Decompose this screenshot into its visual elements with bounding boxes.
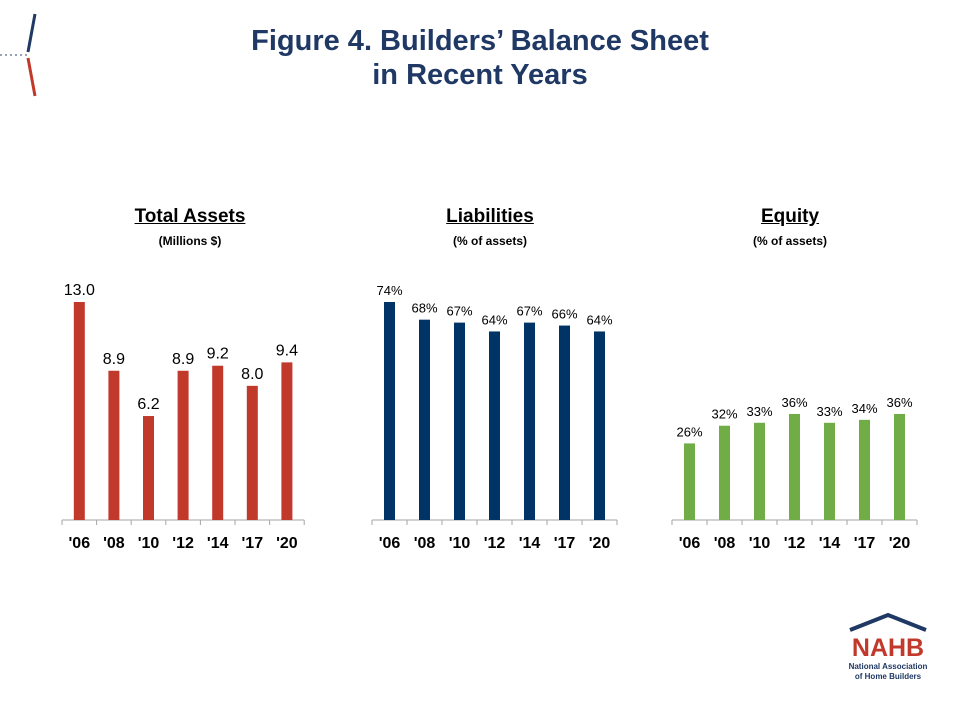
chart-subtitle: (Millions $) [158, 234, 222, 248]
x-tick-label: '08 [714, 535, 736, 552]
bar [894, 413, 905, 520]
bar [789, 413, 800, 520]
bar [73, 302, 85, 520]
data-label: 66% [551, 307, 577, 322]
data-label: 74% [376, 283, 402, 298]
x-tick-label: '17 [854, 535, 876, 552]
nahb-logo: NAHB National Association of Home Builde… [849, 612, 928, 681]
x-tick-label: '12 [172, 535, 194, 552]
data-label: 9.4 [276, 342, 298, 359]
data-label: 34% [851, 401, 877, 416]
equity-chart: Equity (% of assets) 26% '06 32% '08 33% '10 3… [640, 190, 940, 570]
bar [108, 370, 120, 520]
bar [594, 331, 605, 520]
logo-line1: National Association [849, 662, 928, 671]
bar [454, 322, 465, 520]
x-tick-label: '08 [414, 535, 436, 552]
bar [489, 331, 500, 520]
x-tick-label: '20 [589, 535, 611, 552]
bar [859, 419, 870, 520]
logo-line2: of Home Builders [855, 672, 922, 681]
x-tick-label: '10 [749, 535, 771, 552]
data-label: 32% [711, 407, 737, 422]
corner-accent-mark [0, 13, 37, 97]
chart-subtitle: (% of assets) [452, 234, 528, 248]
x-tick-label: '17 [554, 535, 576, 552]
data-label: 8.9 [172, 351, 194, 368]
bar [281, 362, 293, 520]
x-tick-label: '14 [207, 535, 229, 552]
equity-plot: 26% '06 32% '08 33% '10 36% '12 33% '14 34% '17 36% '… [671, 395, 918, 552]
x-tick-label: '06 [68, 535, 90, 552]
figure-title: Figure 4. Builders’ Balance Sheet in Rec… [0, 24, 960, 92]
x-tick-label: '06 [379, 535, 401, 552]
x-tick-label: '12 [484, 535, 506, 552]
liabilities-plot: 74% '06 68% '08 67% '10 64% '12 67% '14 66% '17 64% '… [371, 283, 618, 552]
data-label: 9.2 [207, 346, 229, 363]
data-label: 36% [781, 395, 807, 410]
x-tick-label: '12 [784, 535, 806, 552]
data-label: 67% [446, 304, 472, 319]
chart-title: Total Assets [134, 206, 246, 227]
figure-title-line2: in Recent Years [372, 59, 588, 91]
bar [754, 422, 765, 520]
x-tick-label: '14 [519, 535, 541, 552]
data-label: 33% [746, 404, 772, 419]
bar [177, 370, 189, 520]
total-assets-chart: Total Assets (Millions $) 13.0 '06 8.9 '08 6… [40, 190, 340, 570]
data-label: 64% [481, 312, 507, 327]
bar [143, 416, 154, 520]
bar [719, 425, 730, 520]
x-tick-label: '06 [679, 535, 701, 552]
x-tick-label: '10 [449, 535, 471, 552]
chart-title: Liabilities [446, 206, 534, 227]
liabilities-chart: Liabilities (% of assets) 74% '06 68% '08 67… [340, 190, 640, 570]
figure-title-line1: Figure 4. Builders’ Balance Sheet [251, 25, 709, 57]
data-label: 68% [411, 301, 437, 316]
data-label: 13.0 [64, 282, 95, 299]
data-label: 33% [816, 404, 842, 419]
data-label: 64% [586, 312, 612, 327]
total-assets-plot: 13.0 '06 8.9 '08 6.2 '10 8.9 '12 9.2 '14 8.0 '17 9.4… [61, 282, 305, 552]
bar [684, 443, 695, 520]
bar [384, 302, 395, 520]
x-tick-label: '14 [819, 535, 841, 552]
x-tick-label: '10 [138, 535, 160, 552]
x-tick-label: '20 [889, 535, 911, 552]
bar [524, 322, 535, 520]
bar [212, 365, 224, 520]
data-label: 36% [886, 395, 912, 410]
data-label: 8.0 [241, 366, 263, 383]
data-label: 8.9 [103, 351, 125, 368]
chart-title: Equity [760, 206, 820, 227]
logo-wordmark: NAHB [852, 634, 924, 662]
bar [824, 422, 835, 520]
bar [559, 325, 570, 520]
x-tick-label: '08 [103, 535, 125, 552]
chart-subtitle: (% of assets) [752, 234, 828, 248]
data-label: 6.2 [137, 396, 159, 413]
data-label: 67% [516, 304, 542, 319]
bar [246, 385, 258, 520]
x-tick-label: '20 [276, 535, 298, 552]
x-tick-label: '17 [241, 535, 263, 552]
bar [419, 319, 430, 520]
data-label: 26% [676, 424, 702, 439]
